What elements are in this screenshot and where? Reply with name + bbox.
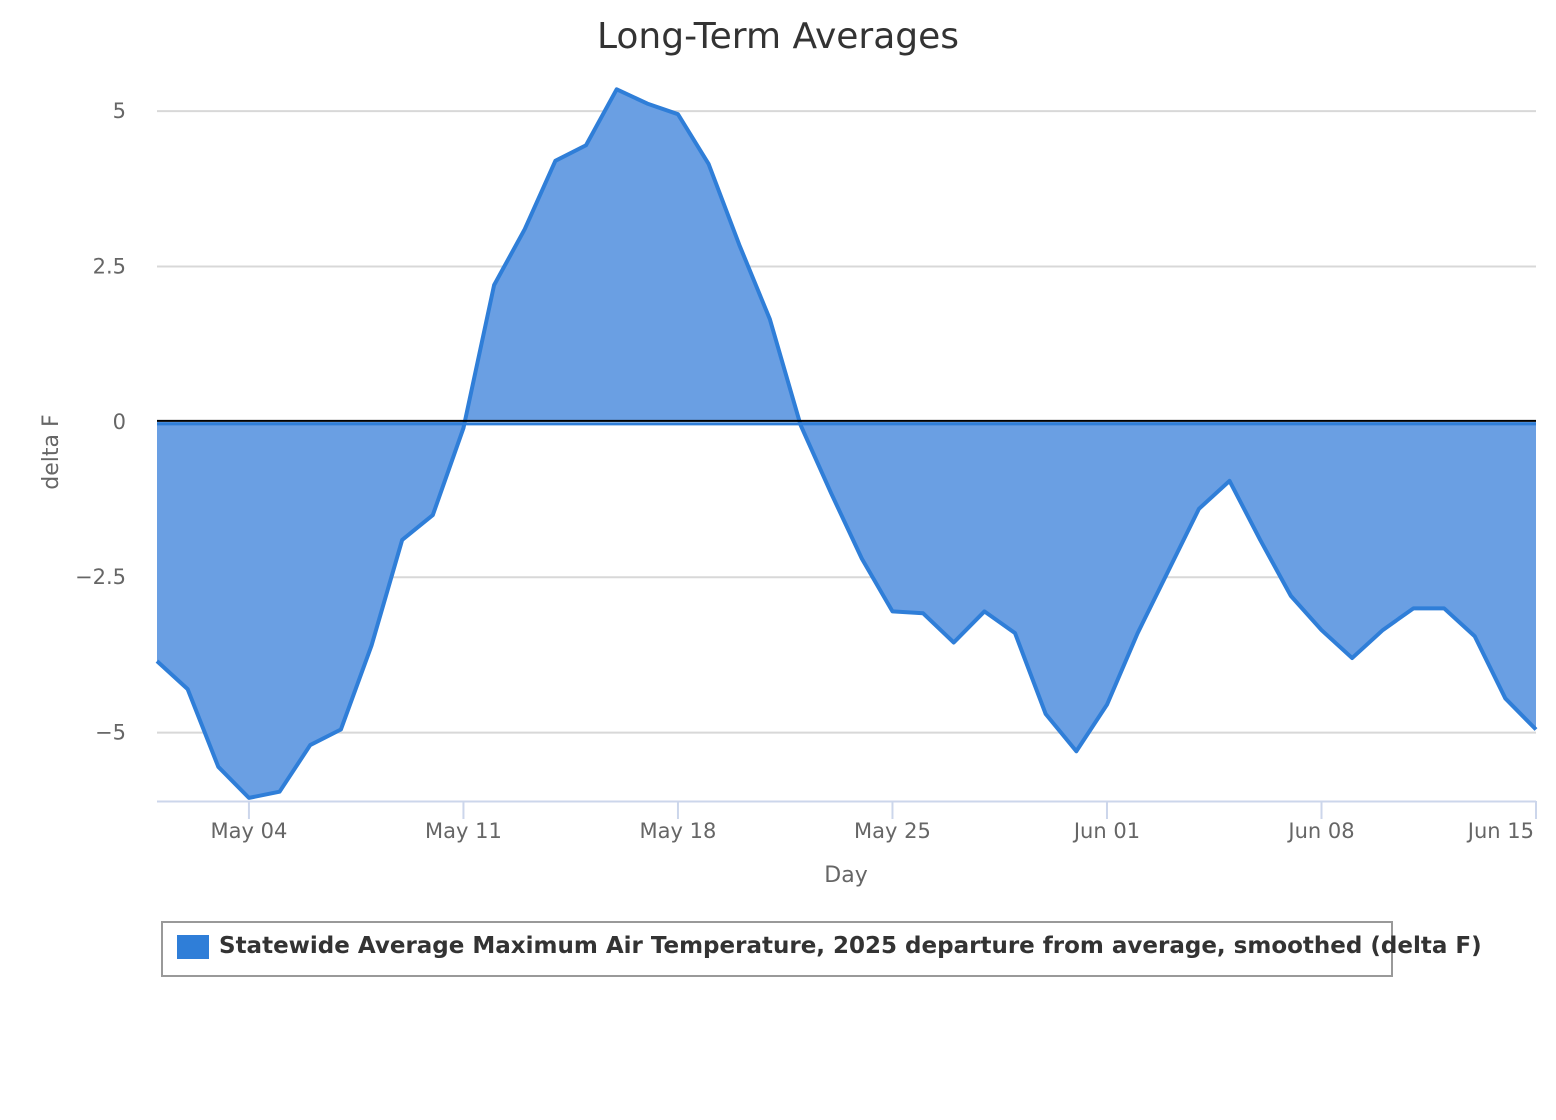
series-line xyxy=(155,87,1538,800)
x-tick-label: Jun 15 xyxy=(1466,819,1534,843)
x-tick-label: May 11 xyxy=(425,819,502,843)
x-tick-label: Jun 08 xyxy=(1286,819,1354,843)
legend[interactable]: Statewide Average Maximum Air Temperatur… xyxy=(161,921,1482,977)
x-axis: May 04 May 11 May 18 May 25 Jun 01 Jun 08 Jun … xyxy=(157,800,1537,843)
y-tick-label: −2.5 xyxy=(75,565,126,589)
x-axis-title: Day xyxy=(824,863,867,888)
legend-label: Statewide Average Maximum Air Temperatur… xyxy=(219,933,1482,959)
y-axis-title: delta F xyxy=(39,414,64,489)
y-axis: 5 2.5 0 −2.5 −5 xyxy=(75,99,126,745)
zero-line xyxy=(157,419,1536,426)
x-tick-label: May 04 xyxy=(211,819,288,843)
legend-swatch xyxy=(177,935,209,959)
y-tick-label: 0 xyxy=(113,410,126,434)
series-area xyxy=(155,87,1538,800)
y-tick-label: 5 xyxy=(113,99,126,123)
x-tick-label: May 18 xyxy=(640,819,717,843)
y-tick-label: −5 xyxy=(95,721,126,745)
x-tick-label: Jun 01 xyxy=(1072,819,1140,843)
chart-title: Long-Term Averages xyxy=(597,16,959,57)
series-area-fill xyxy=(157,89,1536,798)
y-tick-label: 2.5 xyxy=(93,254,126,278)
x-tick-label: May 25 xyxy=(854,819,931,843)
